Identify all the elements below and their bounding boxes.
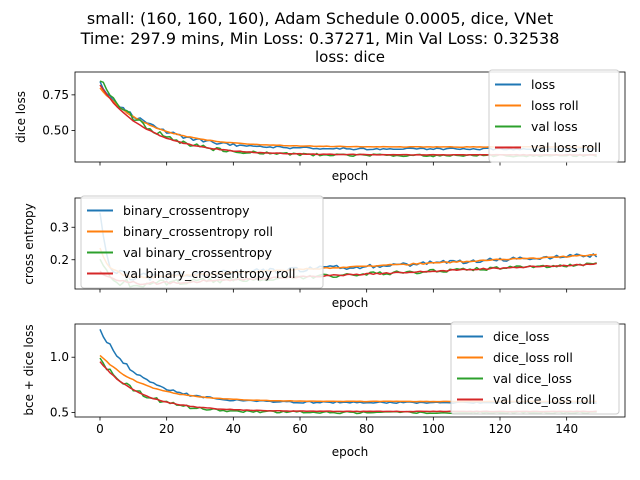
subplot-dice-loss: loss: dice epoch dice loss 0.500.75lossl… (14, 48, 626, 183)
legend-label: dice_loss roll (493, 350, 573, 365)
legend-label: val loss (531, 119, 578, 134)
y-tick-label: 0.50 (42, 124, 69, 138)
x-tick-label: 100 (422, 422, 445, 436)
x-tick-label: 140 (555, 422, 578, 436)
legend: dice_loss dice_loss roll val dice_lossval … (450, 321, 620, 415)
x-tick-label: 80 (359, 422, 374, 436)
x-axis-label: epoch (332, 445, 369, 459)
axes-frame (74, 197, 626, 290)
legend-box (488, 69, 620, 163)
legend-box (450, 321, 620, 415)
figure-title-line2: Time: 297.9 mins, Min Loss: 0.37271, Min… (80, 29, 560, 48)
subplot-title: loss: dice (315, 48, 385, 66)
legend-label: val binary_crossentropy (123, 245, 273, 260)
legend: binary_crossentropy binary_crossentropy r… (80, 195, 324, 289)
axes-frame (74, 323, 626, 418)
y-tick-label: 0.2 (50, 253, 69, 267)
axes-frame (74, 71, 626, 163)
y-tick-label: 0.3 (50, 220, 69, 234)
x-tick-label: 20 (159, 422, 174, 436)
y-axis-label: bce + dice loss (22, 324, 36, 415)
legend-label: loss (531, 77, 555, 92)
legend-label: val loss roll (531, 140, 601, 155)
legend-label: dice_loss (493, 329, 549, 344)
x-tick-label: 120 (489, 422, 512, 436)
x-axis-label: epoch (332, 296, 369, 310)
x-tick-label: 40 (226, 422, 241, 436)
x-axis-label: epoch (332, 169, 369, 183)
x-tick-label: 0 (96, 422, 104, 436)
y-tick-label: 1.0 (50, 350, 69, 364)
legend-label: val dice_loss roll (493, 392, 595, 407)
legend-box (80, 195, 324, 289)
y-axis-label: cross entropy (22, 203, 36, 284)
subplot-bce-dice-loss: epoch bce + dice loss 0.5 1.0 0 20 40 60 80 100… (22, 321, 626, 459)
legend-label: loss roll (531, 98, 579, 113)
legend-label: val binary_crossentropy roll (123, 266, 295, 281)
legend-label: binary_crossentropy (123, 203, 250, 218)
y-tick-label: 0.5 (50, 406, 69, 420)
subplot-cross-entropy: epoch cross entropy 0.2 0.3 binary_crossen… (22, 195, 626, 310)
figure-title-line1: small: (160, 160, 160), Adam Schedule 0.… (87, 9, 553, 28)
x-tick-label: 60 (292, 422, 307, 436)
legend: loss loss roll val loss val loss roll (488, 69, 620, 163)
y-axis-label: dice loss (14, 91, 28, 143)
legend-label: binary_crossentropy roll (123, 224, 273, 239)
y-tick-label: 0.75 (42, 88, 69, 102)
legend-label: val dice_loss (493, 371, 572, 386)
